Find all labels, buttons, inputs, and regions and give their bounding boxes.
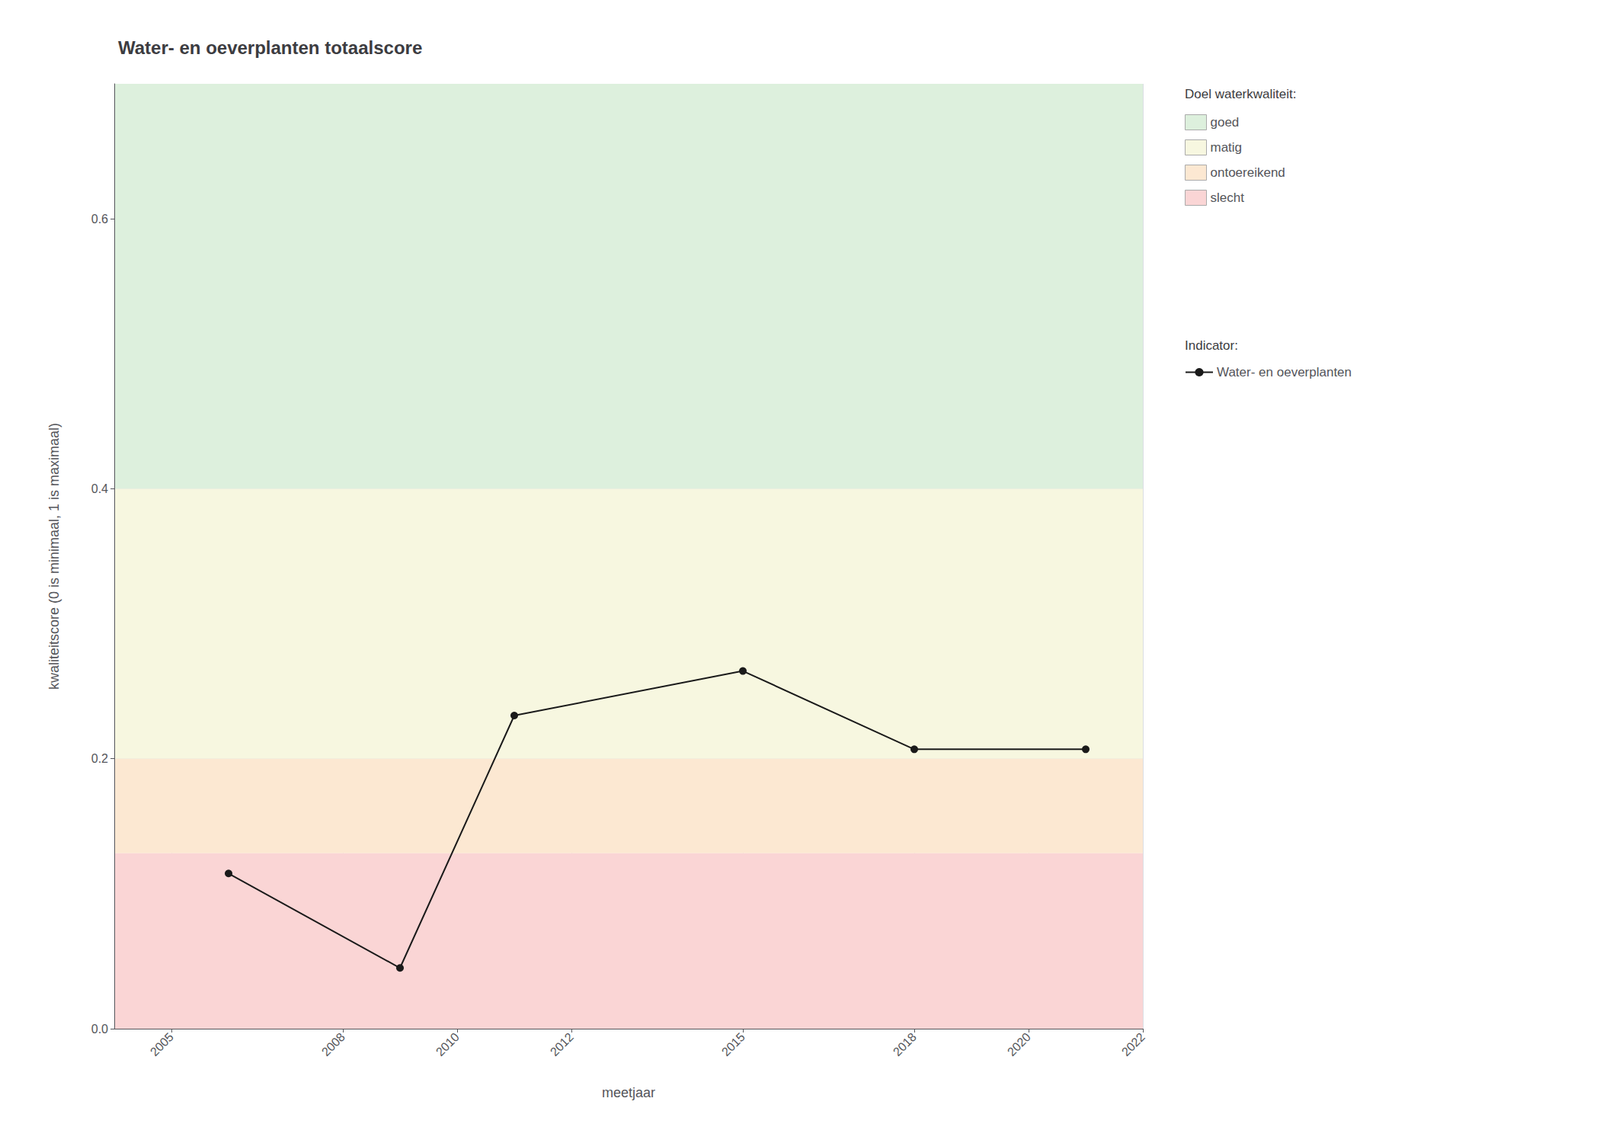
- svg-text:Indicator:: Indicator:: [1184, 338, 1239, 353]
- svg-text:matig: matig: [1210, 140, 1243, 155]
- svg-text:2010: 2010: [433, 1030, 462, 1059]
- svg-text:2018: 2018: [890, 1030, 919, 1059]
- svg-text:2020: 2020: [1004, 1030, 1034, 1059]
- svg-text:0.4: 0.4: [91, 482, 109, 496]
- svg-text:2015: 2015: [719, 1030, 748, 1059]
- svg-text:kwaliteitscore (0 is minimaal,: kwaliteitscore (0 is minimaal, 1 is maxi…: [46, 422, 62, 690]
- svg-text:2005: 2005: [147, 1030, 176, 1059]
- svg-text:Water- en oeverplanten: Water- en oeverplanten: [1216, 364, 1352, 380]
- svg-text:ontoereikend: ontoereikend: [1210, 165, 1286, 180]
- svg-text:2008: 2008: [319, 1030, 348, 1059]
- svg-text:goed: goed: [1210, 115, 1240, 130]
- svg-text:meetjaar: meetjaar: [601, 1084, 656, 1101]
- svg-text:0.0: 0.0: [91, 1022, 109, 1036]
- svg-text:2012: 2012: [547, 1030, 576, 1059]
- svg-text:0.2: 0.2: [91, 752, 109, 765]
- svg-text:Water- en oeverplanten totaals: Water- en oeverplanten totaalscore: [118, 37, 423, 58]
- svg-text:slecht: slecht: [1210, 190, 1245, 205]
- svg-text:Doel waterkwaliteit:: Doel waterkwaliteit:: [1184, 86, 1296, 102]
- svg-text:0.6: 0.6: [91, 212, 109, 226]
- svg-text:2022: 2022: [1119, 1030, 1148, 1059]
